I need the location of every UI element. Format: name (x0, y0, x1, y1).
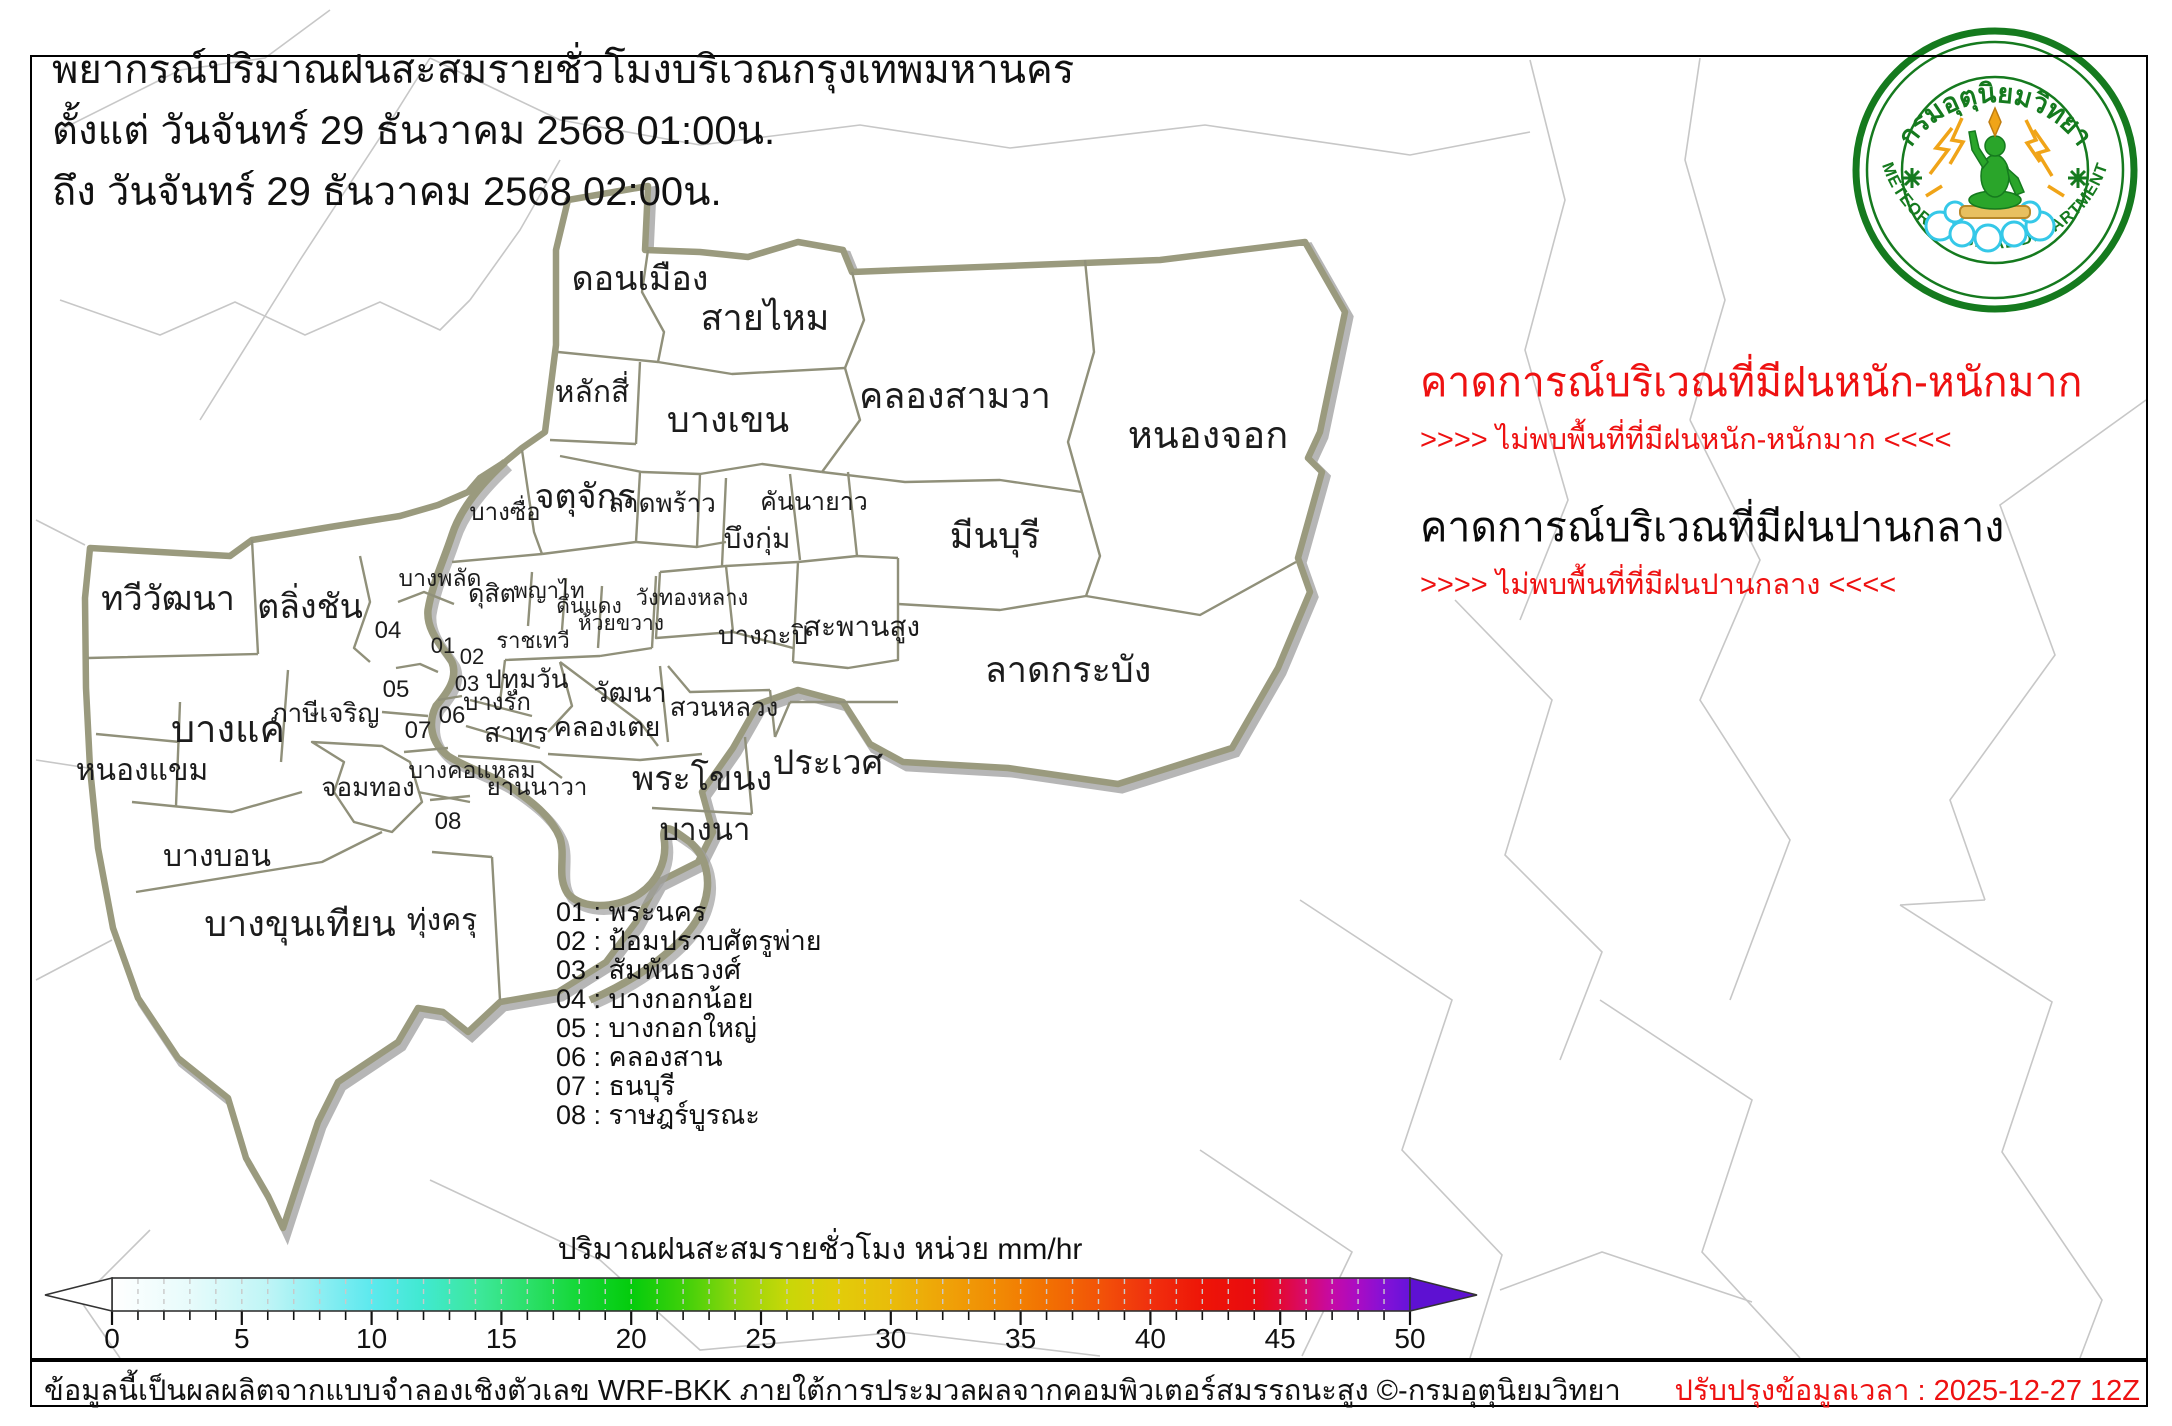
district-label: บางขุนเทียน (204, 903, 396, 946)
district-label: หลักสี่ (555, 371, 630, 409)
district-label: 05 (383, 676, 410, 703)
district-label: บางบอน (163, 840, 271, 873)
colorbar-tick-label: 40 (1135, 1323, 1166, 1354)
district-label: บางรัก (463, 689, 531, 716)
district-label: บางแค (171, 709, 285, 751)
district-label: 04 (375, 617, 402, 644)
district-label: คันนายาว (760, 488, 868, 516)
district-label: ปทุมวัน (485, 664, 568, 695)
valid-to-line: ถึง วันจันทร์ 29 ธันวาคม 2568 02:00น. (52, 170, 722, 214)
footer-bar (30, 1360, 2148, 1407)
district-label: บางเขน (667, 399, 789, 440)
colorbar-tick-label: 35 (1005, 1323, 1036, 1354)
numbered-district-item: 08 : ราษฎร์บูรณะ (556, 1100, 760, 1130)
district-label: วังทองหลาง (636, 585, 749, 610)
district-label: ดุสิต (468, 580, 516, 609)
district-borders (87, 249, 1297, 1001)
numbered-district-item: 07 : ธนบุรี (556, 1071, 676, 1101)
numbered-district-item: 05 : บางกอกใหญ่ (556, 1013, 757, 1043)
sparkle-stars-icon (1902, 168, 2088, 188)
colorbar-right-arrow (1409, 1276, 1478, 1313)
colorbar: 0 5 10 15 20 25 30 35 40 45 50 (44, 1276, 1478, 1354)
numbered-district-item: 04 : บางกอกน้อย (556, 984, 754, 1014)
district-label: ลาดกระบัง (985, 649, 1152, 690)
district-label: มีนบุรี (950, 515, 1041, 558)
colorbar-tick-label: 0 (104, 1323, 120, 1354)
colorbar-title: ปริมาณฝนสะสมรายชั่วโมง หน่วย mm/hr (557, 1233, 1083, 1266)
district-label: ห้วยขวาง (578, 612, 664, 635)
district-label: ภาษีเจริญ (270, 698, 379, 728)
district-label: จตุจักร (535, 478, 636, 517)
colorbar-tick-label: 15 (486, 1323, 517, 1354)
district-label: พระโขนง (632, 759, 772, 798)
numbered-district-item: 01 : พระนคร (556, 897, 707, 927)
district-label: สาทร (484, 718, 548, 748)
moderate-rain-status: >>>> ไม่พบพื้นที่ที่มีฝนปานกลาง <<<< (1420, 569, 1897, 601)
district-label: พญาไท (513, 578, 584, 603)
district-label: บางพลัด (399, 565, 482, 591)
page-title: พยากรณ์ปริมาณฝนสะสมรายชั่วโมงบริเวณกรุงเ… (52, 48, 1075, 92)
district-label: ดินแดง (556, 595, 621, 618)
numbered-district-item: 03 : สัมพันธวงศ์ (556, 955, 742, 985)
district-label: 06 (439, 702, 466, 729)
district-label: บางซื่อ (469, 495, 540, 526)
heavy-rain-status: >>>> ไม่พบพื้นที่ที่มีฝนหนัก-หนักมาก <<<… (1420, 424, 1952, 456)
chao-phraya-river (424, 459, 712, 1004)
numbered-district-item: 06 : คลองสาน (556, 1042, 723, 1072)
tmd-logo-seal: กรมอุตุนิยมวิทยา METEOROLOGICAL DEPARTME… (1852, 27, 2138, 313)
colorbar-tick-labels: 0 5 10 15 20 25 30 35 40 45 50 (104, 1323, 1425, 1354)
district-label: ดอนเมือง (572, 260, 709, 298)
district-label: สะพานสูง (804, 611, 920, 644)
colorbar-tick-label: 10 (356, 1323, 387, 1354)
forecast-panel: คาดการณ์บริเวณที่มีฝนหนัก-หนักมาก >>>> ไ… (1420, 358, 2120, 602)
district-label: บางกะปิ (718, 620, 808, 650)
numbered-district-legend: 01 : พระนคร 02 : ป้อมปราบศัตรูพ่าย 03 : สั… (556, 898, 822, 1130)
district-label: วัฒนา (593, 678, 666, 708)
numbered-district-item: 02 : ป้อมปราบศัตรูพ่าย (556, 926, 822, 956)
colorbar-left-arrow (44, 1276, 113, 1313)
district-label: บางนา (660, 812, 751, 847)
title-block: พยากรณ์ปริมาณฝนสะสมรายชั่วโมงบริเวณกรุงเ… (52, 40, 1074, 223)
district-label: ทวีวัฒนา (101, 580, 235, 618)
clouds-icon (1924, 200, 2056, 253)
district-label: คลองสามวา (859, 375, 1051, 416)
colorbar-unit-marks (110, 1311, 1412, 1325)
district-label: หนองจอก (1128, 415, 1289, 457)
district-label: 01 (431, 633, 455, 658)
district-label: คลองเตย (554, 712, 661, 742)
colorbar-tick-label: 5 (234, 1323, 250, 1354)
lightning-rays-icon (1925, 117, 2065, 198)
deity-figure-icon (1968, 106, 2025, 210)
district-label: 02 (460, 644, 484, 669)
colorbar-tick-label: 50 (1394, 1323, 1425, 1354)
district-label: หนองแขม (76, 754, 209, 787)
district-label: 03 (455, 671, 479, 696)
district-label: ตลิ่งชัน (257, 583, 363, 626)
footer-source-text: ข้อมูลนี้เป็นผลผลิตจากแบบจำลองเชิงตัวเลข… (44, 1375, 1621, 1407)
district-label: บางคอแหลม (408, 757, 535, 783)
valid-from-line: ตั้งแต่ วันจันทร์ 29 ธันวาคม 2568 01:00น… (52, 109, 776, 153)
district-label: ยานนาวา (487, 774, 588, 801)
colorbar-tick-label: 20 (616, 1323, 647, 1354)
district-label: ราชเทวี (496, 628, 569, 653)
district-label: จอมทอง (321, 772, 414, 802)
moderate-rain-heading: คาดการณ์บริเวณที่มีฝนปานกลาง (1420, 504, 2005, 550)
district-label: บึงกุ่ม (724, 523, 791, 556)
colorbar-tick-label: 30 (875, 1323, 906, 1354)
district-label: สายไหม (701, 297, 830, 338)
district-label: 08 (435, 808, 462, 835)
heavy-rain-heading: คาดการณ์บริเวณที่มีฝนหนัก-หนักมาก (1420, 359, 2083, 405)
district-label: ลาดพร้าว (608, 488, 716, 518)
footer-update-time: ปรับปรุงข้อมูลเวลา : 2025-12-27 12Z (1674, 1375, 2140, 1407)
district-label: ประเวศ (773, 744, 884, 782)
colorbar-tick-label: 25 (745, 1323, 776, 1354)
district-label: 07 (405, 717, 432, 744)
colorbar-tick-label: 45 (1265, 1323, 1296, 1354)
district-label: ทุ่งครุ (407, 904, 478, 939)
district-label: สวนหลวง (670, 692, 779, 722)
